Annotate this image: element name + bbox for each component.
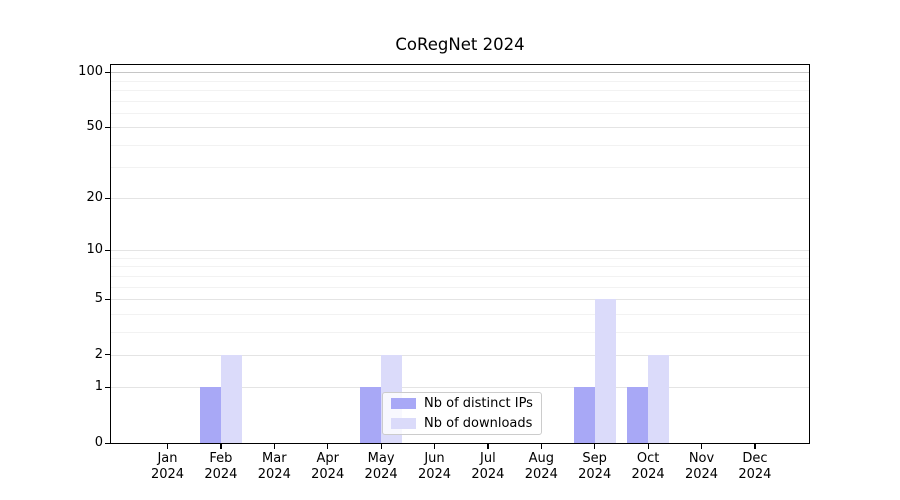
y-tick-mark — [105, 442, 110, 444]
bar-downloads-feb — [220, 354, 242, 443]
x-tick-label: Feb 2024 — [204, 451, 238, 482]
minor-gridline — [111, 144, 809, 146]
x-tick-mark — [434, 444, 436, 449]
y-tick-label: 5 — [94, 291, 103, 307]
x-tick-mark — [273, 444, 275, 449]
bar-distinct-ips-feb — [199, 387, 221, 443]
x-tick-label: Dec 2024 — [738, 451, 772, 482]
y-tick-mark — [105, 71, 110, 73]
bar-distinct-ips-may — [360, 387, 382, 443]
y-tick-mark — [105, 386, 110, 388]
x-tick-label: Apr 2024 — [311, 451, 345, 482]
x-tick-mark — [380, 444, 382, 449]
bar-distinct-ips-sep — [573, 387, 595, 443]
x-tick-label: Nov 2024 — [684, 451, 719, 482]
legend-item-downloads: Nb of downloads — [391, 415, 541, 432]
legend-label-distinct-ips: Nb of distinct IPs — [424, 396, 533, 411]
major-gridline — [111, 250, 809, 252]
y-tick-label: 2 — [94, 346, 103, 362]
y-tick-label: 1 — [94, 379, 103, 395]
minor-gridline — [111, 275, 809, 277]
minor-gridline — [111, 89, 809, 91]
legend-swatch-downloads — [391, 418, 416, 429]
x-tick-label: Oct 2024 — [631, 451, 665, 482]
minor-gridline — [111, 286, 809, 288]
minor-gridline — [111, 266, 809, 268]
minor-gridline — [111, 313, 809, 315]
minor-gridline — [111, 80, 809, 82]
x-tick-label: Jan 2024 — [150, 451, 185, 482]
chart-title: CoRegNet 2024 — [395, 35, 525, 54]
y-tick-label: 0 — [94, 435, 103, 450]
major-gridline — [111, 387, 809, 389]
x-tick-mark — [647, 444, 649, 449]
major-gridline — [111, 299, 809, 301]
minor-gridline — [111, 167, 809, 169]
x-tick-label: Sep 2024 — [578, 451, 612, 482]
minor-gridline — [111, 331, 809, 333]
y-tick-label: 100 — [78, 64, 103, 80]
plot-area: Nb of distinct IPs Nb of downloads — [110, 64, 810, 444]
y-tick-label: 50 — [86, 119, 103, 135]
y-tick-label: 10 — [86, 242, 103, 258]
y-tick-mark — [105, 126, 110, 128]
x-tick-label: Mar 2024 — [257, 451, 291, 482]
x-tick-mark — [327, 444, 329, 449]
legend-label-downloads: Nb of downloads — [424, 416, 533, 431]
major-gridline — [111, 72, 809, 74]
x-tick-label: Jun 2024 — [417, 451, 452, 482]
bar-distinct-ips-oct — [627, 387, 649, 443]
minor-gridline — [111, 258, 809, 259]
bar-downloads-sep — [594, 299, 616, 443]
major-gridline — [111, 127, 809, 129]
minor-gridline — [111, 100, 809, 102]
legend-item-distinct-ips: Nb of distinct IPs — [391, 395, 541, 412]
minor-gridline — [111, 112, 809, 114]
bar-downloads-oct — [648, 354, 670, 443]
x-tick-label: May 2024 — [364, 451, 398, 482]
major-gridline — [111, 198, 809, 200]
x-tick-mark — [167, 444, 169, 449]
x-tick-label: Jul 2024 — [471, 451, 505, 482]
y-tick-mark — [105, 197, 110, 200]
x-tick-mark — [701, 444, 703, 449]
x-tick-mark — [220, 444, 222, 449]
legend-swatch-distinct-ips — [391, 398, 416, 409]
x-tick-mark — [754, 444, 756, 449]
y-tick-mark — [105, 354, 110, 356]
y-tick-mark — [105, 298, 110, 300]
x-tick-mark — [487, 444, 489, 449]
y-tick-label: 20 — [86, 190, 103, 206]
x-tick-mark — [540, 444, 542, 449]
x-tick-mark — [594, 444, 596, 449]
x-tick-label: Aug 2024 — [524, 451, 558, 482]
major-gridline — [111, 354, 809, 356]
y-tick-mark — [105, 249, 110, 252]
legend: Nb of distinct IPs Nb of downloads — [382, 392, 542, 435]
